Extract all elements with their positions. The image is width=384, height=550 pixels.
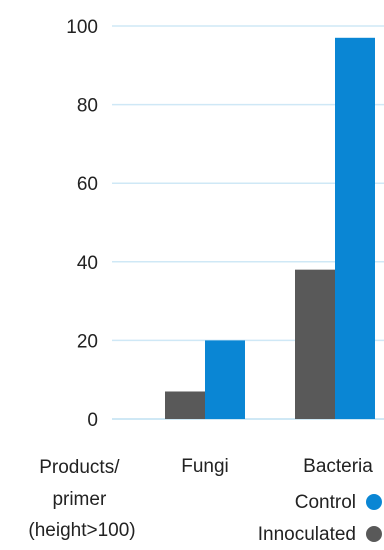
y-tick-label: 80 xyxy=(77,96,98,117)
legend: Control Innoculated xyxy=(258,492,382,545)
y-axis-label-line-1: Products/ xyxy=(39,457,120,478)
x-category-label: Fungi xyxy=(181,456,229,477)
bar-control-fungi xyxy=(205,340,245,419)
legend-swatch-control xyxy=(366,494,382,510)
y-tick-label: 40 xyxy=(77,253,98,274)
y-axis-label-line-3: (height>100) xyxy=(28,520,135,541)
y-axis-label: Products/ primer (height>100) xyxy=(28,457,135,541)
legend-label-control: Control xyxy=(295,492,356,513)
legend-item-control: Control xyxy=(295,492,382,513)
y-tick-label: 100 xyxy=(66,17,98,38)
bar-innoculated-fungi xyxy=(165,391,205,419)
x-category-label: Bacteria xyxy=(303,456,373,477)
y-tick-label: 0 xyxy=(87,410,98,431)
y-tick-label: 20 xyxy=(77,331,98,352)
bar-innoculated-bacteria xyxy=(295,269,335,419)
legend-label-innoculated: Innoculated xyxy=(258,524,356,545)
y-tick-labels: 0 20 40 60 80 100 xyxy=(66,17,98,431)
legend-item-innoculated: Innoculated xyxy=(258,524,382,545)
y-tick-label: 60 xyxy=(77,174,98,195)
y-axis-label-line-2: primer xyxy=(52,489,107,510)
bars xyxy=(165,37,375,419)
legend-swatch-innoculated xyxy=(366,526,382,542)
bar-control-bacteria xyxy=(335,37,375,419)
x-category-labels: Fungi Bacteria xyxy=(181,456,373,477)
